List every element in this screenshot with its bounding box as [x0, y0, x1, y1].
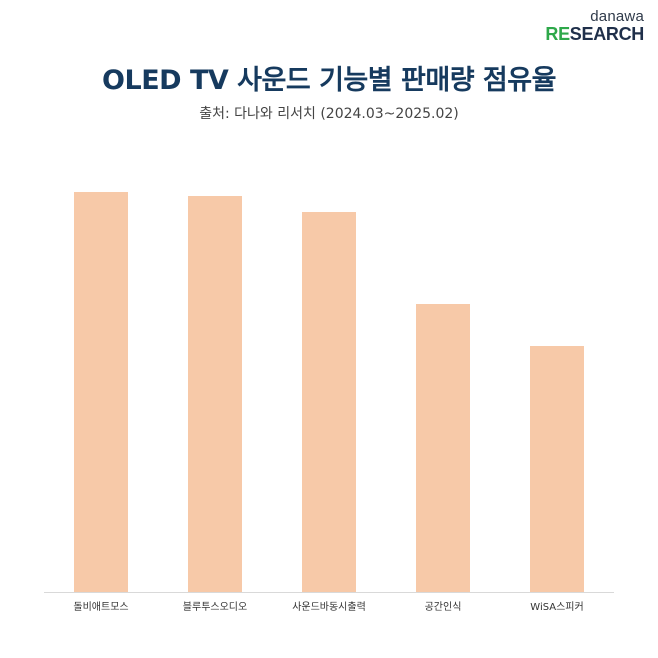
x-tick-label: 사운드바동시출력	[292, 601, 366, 613]
x-tick-label: 블루투스오디오	[183, 601, 247, 613]
chart-title: OLED TV 사운드 기능별 판매량 점유율	[102, 65, 556, 96]
chart-subtitle: 출처: 다나와 리서치 (2024.03~2025.02)	[199, 106, 459, 122]
bar-1	[74, 192, 128, 592]
logo-research-text: RESEARCH	[545, 25, 644, 43]
danawa-research-logo: danawa RESEARCH	[545, 8, 644, 43]
x-tick-label: WiSA스피커	[530, 601, 583, 613]
bar-5	[530, 346, 584, 592]
x-tick-label: 공간인식	[425, 601, 462, 613]
bar-4	[416, 304, 470, 592]
bar-3	[302, 212, 356, 592]
x-tick-label: 돌비애트모스	[73, 601, 128, 613]
logo-re-text: RE	[545, 24, 570, 44]
logo-search-text: SEARCH	[569, 24, 645, 44]
bar-2	[188, 196, 242, 592]
logo-danawa-text: danawa	[590, 8, 644, 25]
